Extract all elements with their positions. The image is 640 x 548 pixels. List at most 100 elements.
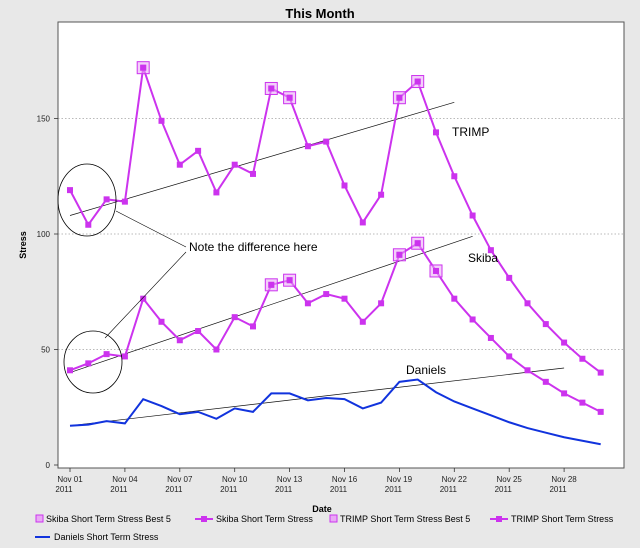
point-trimp-short-term-stress-18	[378, 191, 385, 198]
best5-center-skiba-short-term-stress-best-5-12	[268, 281, 275, 288]
y-tick-label-50: 50	[41, 346, 50, 355]
point-trimp-short-term-stress-22	[451, 173, 458, 180]
point-skiba-short-term-stress-7	[176, 337, 183, 344]
point-skiba-short-term-stress-18	[378, 300, 385, 307]
y-tick-label-100: 100	[37, 230, 51, 239]
legend-label-trimp-best5: TRIMP Short Term Stress Best 5	[340, 514, 470, 524]
point-skiba-short-term-stress-27	[542, 378, 549, 385]
point-skiba-short-term-stress-24	[487, 334, 494, 341]
point-skiba-short-term-stress-8	[195, 328, 202, 335]
point-skiba-short-term-stress-28	[561, 390, 568, 397]
annotation-ellipse-bottom	[63, 330, 123, 394]
point-skiba-short-term-stress-2	[85, 360, 92, 367]
annotation-pointer-bottom	[104, 251, 187, 339]
point-trimp-short-term-stress-29	[579, 355, 586, 362]
point-skiba-short-term-stress-26	[524, 367, 531, 374]
point-trimp-short-term-stress-27	[542, 321, 549, 328]
x-tick-label-5: Nov 16	[332, 475, 358, 484]
x-tick-year-3: 2011	[220, 485, 238, 494]
point-trimp-short-term-stress-11	[250, 170, 256, 177]
point-trimp-short-term-stress-30	[597, 369, 604, 376]
series-line-trimp-short-term-stress	[69, 67, 602, 374]
annotation-note: Note the difference here	[189, 240, 318, 254]
point-trimp-short-term-stress-1	[67, 187, 73, 194]
x-tick-year-1: 2011	[110, 485, 128, 494]
legend-item-daniels: Daniels Short Term Stress	[35, 532, 159, 542]
point-trimp-short-term-stress-23	[469, 212, 476, 219]
point-trimp-short-term-stress-2	[85, 221, 92, 228]
point-trimp-short-term-stress-28	[561, 339, 568, 346]
point-skiba-short-term-stress-5	[140, 295, 147, 302]
best5-center-skiba-short-term-stress-best-5-21	[433, 267, 439, 274]
legend-marker-skiba	[201, 516, 207, 522]
legend-label-skiba-best5: Skiba Short Term Stress Best 5	[46, 514, 171, 524]
point-skiba-short-term-stress-15	[323, 291, 330, 298]
point-skiba-short-term-stress-11	[250, 323, 256, 330]
point-trimp-short-term-stress-24	[487, 247, 494, 254]
point-trimp-short-term-stress-25	[506, 274, 513, 281]
legend-marker-trimp	[496, 516, 502, 522]
y-axis-title: Stress	[18, 231, 28, 259]
data-series	[67, 61, 604, 446]
x-tick-label-0: Nov 01	[57, 475, 83, 484]
point-trimp-short-term-stress-26	[524, 300, 531, 307]
best5-center-trimp-short-term-stress-best-5-12	[268, 85, 275, 92]
point-trimp-short-term-stress-4	[121, 198, 128, 205]
legend-swatch-trimp-best5	[329, 514, 338, 523]
point-skiba-short-term-stress-16	[341, 295, 348, 302]
x-tick-year-5: 2011	[330, 485, 348, 494]
best5-center-trimp-short-term-stress-best-5-19	[396, 94, 403, 101]
point-skiba-short-term-stress-17	[359, 318, 366, 325]
best5-center-trimp-short-term-stress-best-5-20	[414, 78, 421, 85]
legend: Skiba Short Term Stress Best 5 Skiba Sho…	[35, 514, 614, 542]
y-tick-label-150: 150	[37, 115, 51, 124]
point-trimp-short-term-stress-7	[176, 161, 183, 168]
point-skiba-short-term-stress-30	[597, 408, 604, 415]
legend-item-skiba-best5: Skiba Short Term Stress Best 5	[35, 514, 171, 524]
point-skiba-short-term-stress-22	[451, 295, 458, 302]
x-axis-title: Date	[312, 504, 332, 514]
best5-center-skiba-short-term-stress-best-5-19	[396, 251, 403, 258]
point-trimp-short-term-stress-16	[341, 182, 348, 189]
trimp-label: TRIMP	[452, 125, 489, 139]
x-tick-label-1: Nov 04	[112, 475, 138, 484]
series-line-skiba-short-term-stress	[69, 241, 602, 413]
series-line-daniels-short-term-stress	[69, 378, 601, 446]
point-skiba-short-term-stress-14	[304, 300, 311, 307]
point-trimp-short-term-stress-6	[158, 117, 165, 124]
point-skiba-short-term-stress-10	[231, 314, 238, 321]
point-skiba-short-term-stress-25	[506, 353, 513, 360]
x-tick-year-4: 2011	[275, 485, 293, 494]
legend-item-trimp-best5: TRIMP Short Term Stress Best 5	[329, 514, 470, 524]
point-skiba-short-term-stress-29	[579, 399, 586, 406]
best5-center-trimp-short-term-stress-best-5-13	[286, 94, 293, 101]
y-tick-label-0: 0	[46, 461, 51, 470]
trend-line-0	[69, 101, 455, 216]
legend-label-daniels: Daniels Short Term Stress	[54, 532, 159, 542]
best5-center-trimp-short-term-stress-best-5-5	[140, 64, 147, 71]
point-skiba-short-term-stress-23	[469, 316, 476, 323]
x-tick-year-9: 2011	[549, 485, 567, 494]
annotation-ellipse-top	[57, 163, 117, 237]
x-tick-year-8: 2011	[495, 485, 513, 494]
best5-center-skiba-short-term-stress-best-5-13	[286, 277, 293, 284]
x-tick-label-6: Nov 19	[387, 475, 413, 484]
annotations: Note the difference here TRIMP Skiba Dan…	[57, 125, 498, 394]
x-tick-year-0: 2011	[55, 485, 73, 494]
x-tick-year-6: 2011	[385, 485, 403, 494]
skiba-label: Skiba	[468, 251, 498, 265]
x-tick-label-3: Nov 10	[222, 475, 248, 484]
legend-item-skiba: Skiba Short Term Stress	[195, 514, 313, 524]
point-trimp-short-term-stress-3	[103, 196, 110, 203]
x-tick-label-4: Nov 13	[277, 475, 303, 484]
point-skiba-short-term-stress-9	[213, 346, 220, 353]
trend-line-2	[69, 367, 565, 427]
chart-title: This Month	[285, 6, 354, 21]
legend-label-skiba: Skiba Short Term Stress	[216, 514, 313, 524]
point-trimp-short-term-stress-9	[213, 189, 220, 196]
x-tick-year-7: 2011	[440, 485, 458, 494]
point-skiba-short-term-stress-1	[67, 367, 73, 374]
point-trimp-short-term-stress-10	[231, 161, 238, 168]
